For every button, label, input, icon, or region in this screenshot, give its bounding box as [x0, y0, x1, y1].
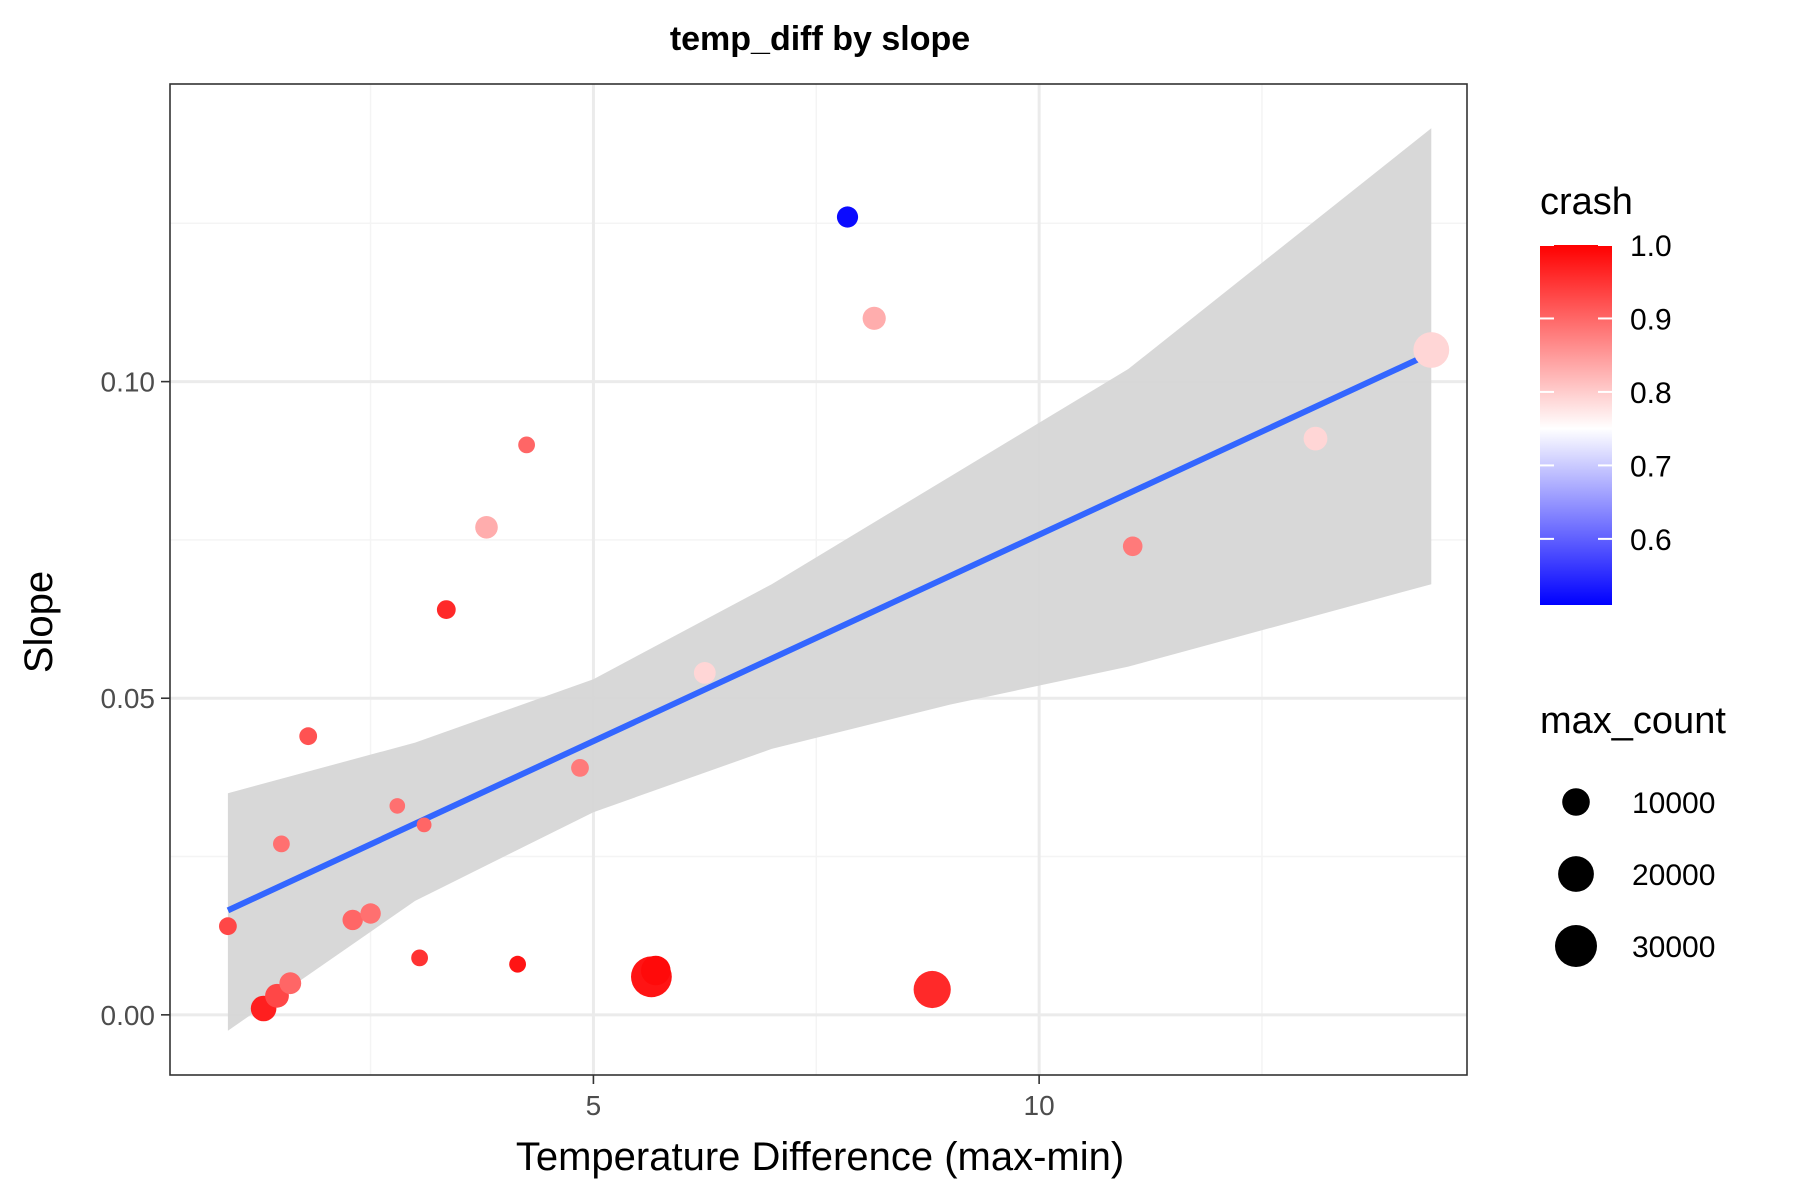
crash-legend-ticks: 1.0 0.9 0.8 0.7 0.6: [1540, 230, 1672, 557]
size-legend-label: 20000: [1632, 859, 1715, 892]
regression-line-group: [226, 350, 1433, 914]
data-point: [571, 759, 589, 777]
crash-legend-title: crash: [1540, 181, 1633, 223]
x-tick-label: 5: [586, 1090, 602, 1121]
regression-line: [226, 350, 1433, 914]
crash-tick-label: 0.8: [1630, 377, 1672, 410]
data-point: [299, 727, 318, 746]
data-point: [342, 909, 363, 931]
crash-tick-label: 1.0: [1630, 230, 1672, 263]
y-tick-label: 0.05: [101, 683, 156, 714]
data-point: [1413, 332, 1450, 368]
x-axis: 5 10: [586, 1075, 1055, 1121]
data-point: [1122, 536, 1143, 557]
data-point: [693, 662, 716, 684]
crash-tick-label: 0.7: [1630, 450, 1672, 483]
size-legend-keys: 10000 20000 30000: [1555, 787, 1715, 967]
crash-color-legend: crash 1.0 0.9 0.8 0.7 0.6: [1540, 181, 1672, 605]
y-tick-label: 0.10: [101, 367, 156, 398]
data-point: [509, 955, 526, 973]
chart-title: temp_diff by slope: [670, 20, 970, 58]
size-legend-label: 10000: [1632, 787, 1715, 820]
data-points: [219, 206, 1450, 1022]
max-count-size-legend: max_count 10000 20000 30000: [1540, 700, 1726, 967]
crash-colorbar: [1540, 245, 1612, 605]
size-legend-key: [1558, 856, 1594, 892]
x-axis-title: Temperature Difference (max-min): [516, 1135, 1124, 1179]
confidence-band: [227, 128, 1432, 1031]
confidence-band-area: [227, 128, 1432, 1031]
y-axis-title: Slope: [17, 571, 61, 673]
data-point: [475, 516, 498, 539]
y-tick-label: 0.00: [101, 1000, 156, 1031]
data-point: [411, 949, 428, 967]
data-point: [360, 903, 381, 924]
panel-border: [169, 83, 1468, 1076]
size-legend-label: 30000: [1632, 931, 1715, 964]
data-point: [1303, 426, 1328, 451]
data-point: [913, 970, 951, 1009]
data-point: [279, 972, 302, 995]
data-point: [389, 798, 406, 814]
size-legend-key: [1555, 925, 1597, 967]
size-legend-key: [1562, 788, 1590, 816]
data-point: [273, 835, 290, 853]
crash-tick-label: 0.6: [1630, 524, 1672, 557]
y-axis: 0.00 0.05 0.10: [101, 367, 170, 1031]
data-point: [416, 817, 432, 833]
data-point: [641, 955, 671, 986]
data-point: [219, 917, 237, 936]
data-point: [518, 436, 535, 454]
size-legend-title: max_count: [1540, 700, 1726, 742]
data-point: [862, 306, 886, 330]
data-point: [836, 206, 859, 228]
x-tick-label: 10: [1024, 1090, 1055, 1121]
data-point: [436, 600, 456, 619]
crash-tick-label: 0.9: [1630, 303, 1672, 336]
